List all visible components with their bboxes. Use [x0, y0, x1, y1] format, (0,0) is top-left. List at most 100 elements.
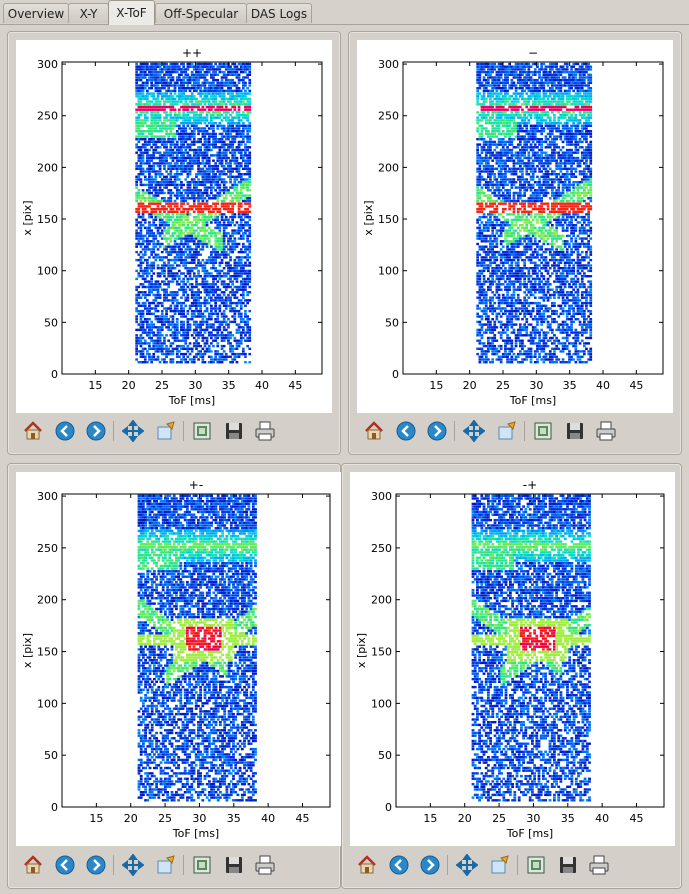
- heatmap-image: [476, 62, 593, 364]
- y-tick-label: 300: [37, 490, 58, 503]
- y-axis-label: x [pix]: [21, 633, 34, 668]
- print-icon[interactable]: [252, 852, 278, 878]
- x-tick-label: 20: [122, 379, 136, 392]
- x-tof-chart-mm[interactable]: − 15 20 25 30 35 40 45 0 50 100 150 200 250 300 ToF [ms…: [357, 40, 673, 413]
- tab-off-specular[interactable]: Off-Specular: [155, 3, 247, 23]
- forward-arrow-icon[interactable]: [417, 852, 443, 878]
- x-tick-label: 40: [596, 379, 610, 392]
- x-tick-label: 45: [288, 379, 302, 392]
- back-arrow-icon[interactable]: [52, 418, 78, 444]
- plot-toolbar-mm: [357, 418, 673, 446]
- print-icon[interactable]: [252, 418, 278, 444]
- x-tick-label: 30: [192, 812, 206, 825]
- subplots-icon[interactable]: [523, 852, 549, 878]
- x-tick-label: 40: [595, 812, 609, 825]
- x-tick-label: 20: [463, 379, 477, 392]
- y-tick-label: 50: [378, 749, 392, 762]
- toolbar-separator: [183, 855, 184, 875]
- x-tick-label: 25: [492, 812, 506, 825]
- plot-toolbar-pp: [16, 418, 332, 446]
- chart-title: +-: [189, 478, 203, 492]
- y-tick-label: 150: [37, 646, 58, 659]
- x-tick-label: 35: [561, 812, 575, 825]
- save-icon[interactable]: [221, 418, 247, 444]
- forward-arrow-icon[interactable]: [83, 418, 109, 444]
- tab-overview[interactable]: Overview: [3, 3, 69, 23]
- save-icon[interactable]: [221, 852, 247, 878]
- y-tick-label: 250: [378, 110, 399, 123]
- y-axis-label: x [pix]: [362, 200, 375, 235]
- back-arrow-icon[interactable]: [52, 852, 78, 878]
- x-tick-label: 45: [629, 379, 643, 392]
- tab-x-tof[interactable]: X-ToF: [108, 0, 155, 25]
- x-tick-label: 25: [158, 812, 172, 825]
- chart-title: −: [528, 46, 538, 60]
- x-tof-chart-pm[interactable]: +- 15 20 25 30 35 40 45 0 50 100 150 200 250 300 ToF [m…: [16, 472, 340, 846]
- pan-icon[interactable]: [454, 852, 480, 878]
- x-tick-label: 25: [496, 379, 510, 392]
- tab-x-y[interactable]: X-Y: [68, 3, 109, 23]
- y-tick-label: 0: [392, 368, 399, 381]
- pan-icon[interactable]: [120, 852, 146, 878]
- y-tick-label: 100: [37, 697, 58, 710]
- y-tick-label: 250: [37, 110, 58, 123]
- y-axis-label: x [pix]: [355, 633, 368, 668]
- y-tick-label: 50: [44, 316, 58, 329]
- y-tick-label: 0: [385, 801, 392, 814]
- x-axis-label: ToF [ms]: [168, 394, 215, 407]
- save-icon[interactable]: [555, 852, 581, 878]
- axes-frame: [61, 61, 323, 375]
- plot-toolbar-mp: [350, 852, 666, 880]
- y-tick-label: 300: [378, 58, 399, 71]
- tab-das-logs[interactable]: DAS Logs: [246, 3, 312, 23]
- subplots-icon[interactable]: [530, 418, 556, 444]
- print-icon[interactable]: [586, 852, 612, 878]
- x-tof-chart-pp[interactable]: ++ 15 20 25 30 35 40 45 0 50 100 150 200 250 300 ToF [m…: [16, 40, 332, 413]
- subplots-icon[interactable]: [189, 418, 215, 444]
- zoom-rect-icon[interactable]: [153, 852, 179, 878]
- chart-title: ++: [182, 46, 202, 60]
- back-arrow-icon[interactable]: [393, 418, 419, 444]
- subplots-icon[interactable]: [189, 852, 215, 878]
- x-tof-chart-mp[interactable]: -+ 15 20 25 30 35 40 45 0 50 100 150 200 250 300 ToF [m…: [350, 472, 674, 846]
- y-tick-label: 100: [37, 265, 58, 278]
- x-tick-label: 35: [222, 379, 236, 392]
- y-tick-label: 100: [378, 265, 399, 278]
- print-icon[interactable]: [593, 418, 619, 444]
- toolbar-separator: [454, 421, 455, 441]
- forward-arrow-icon[interactable]: [83, 852, 109, 878]
- x-tick-label: 15: [89, 812, 103, 825]
- x-tick-label: 15: [423, 812, 437, 825]
- chart-title: -+: [523, 478, 537, 492]
- back-arrow-icon[interactable]: [386, 852, 412, 878]
- pan-icon[interactable]: [120, 418, 146, 444]
- x-axis-label: ToF [ms]: [172, 827, 219, 840]
- y-tick-label: 150: [37, 213, 58, 226]
- zoom-rect-icon[interactable]: [494, 418, 520, 444]
- y-tick-label: 250: [371, 542, 392, 555]
- home-icon[interactable]: [354, 852, 380, 878]
- y-tick-label: 50: [385, 316, 399, 329]
- save-icon[interactable]: [562, 418, 588, 444]
- zoom-rect-icon[interactable]: [153, 418, 179, 444]
- y-tick-label: 150: [371, 646, 392, 659]
- y-tick-label: 0: [51, 368, 58, 381]
- home-icon[interactable]: [361, 418, 387, 444]
- toolbar-separator: [113, 421, 114, 441]
- y-tick-label: 200: [37, 594, 58, 607]
- x-tick-label: 15: [88, 379, 102, 392]
- home-icon[interactable]: [20, 852, 46, 878]
- x-tick-label: 30: [188, 379, 202, 392]
- home-icon[interactable]: [20, 418, 46, 444]
- pan-icon[interactable]: [461, 418, 487, 444]
- y-axis-label: x [pix]: [21, 200, 34, 235]
- axes-frame: [61, 493, 331, 808]
- heatmap-image: [471, 494, 591, 802]
- x-tick-label: 20: [124, 812, 138, 825]
- x-tick-label: 15: [429, 379, 443, 392]
- zoom-rect-icon[interactable]: [487, 852, 513, 878]
- y-tick-label: 100: [371, 697, 392, 710]
- forward-arrow-icon[interactable]: [424, 418, 450, 444]
- y-tick-label: 50: [44, 749, 58, 762]
- plot-panel-pp: ++ 15 20 25 30 35 40 45 0 50 100 150 200 250 300 ToF [m…: [7, 31, 341, 455]
